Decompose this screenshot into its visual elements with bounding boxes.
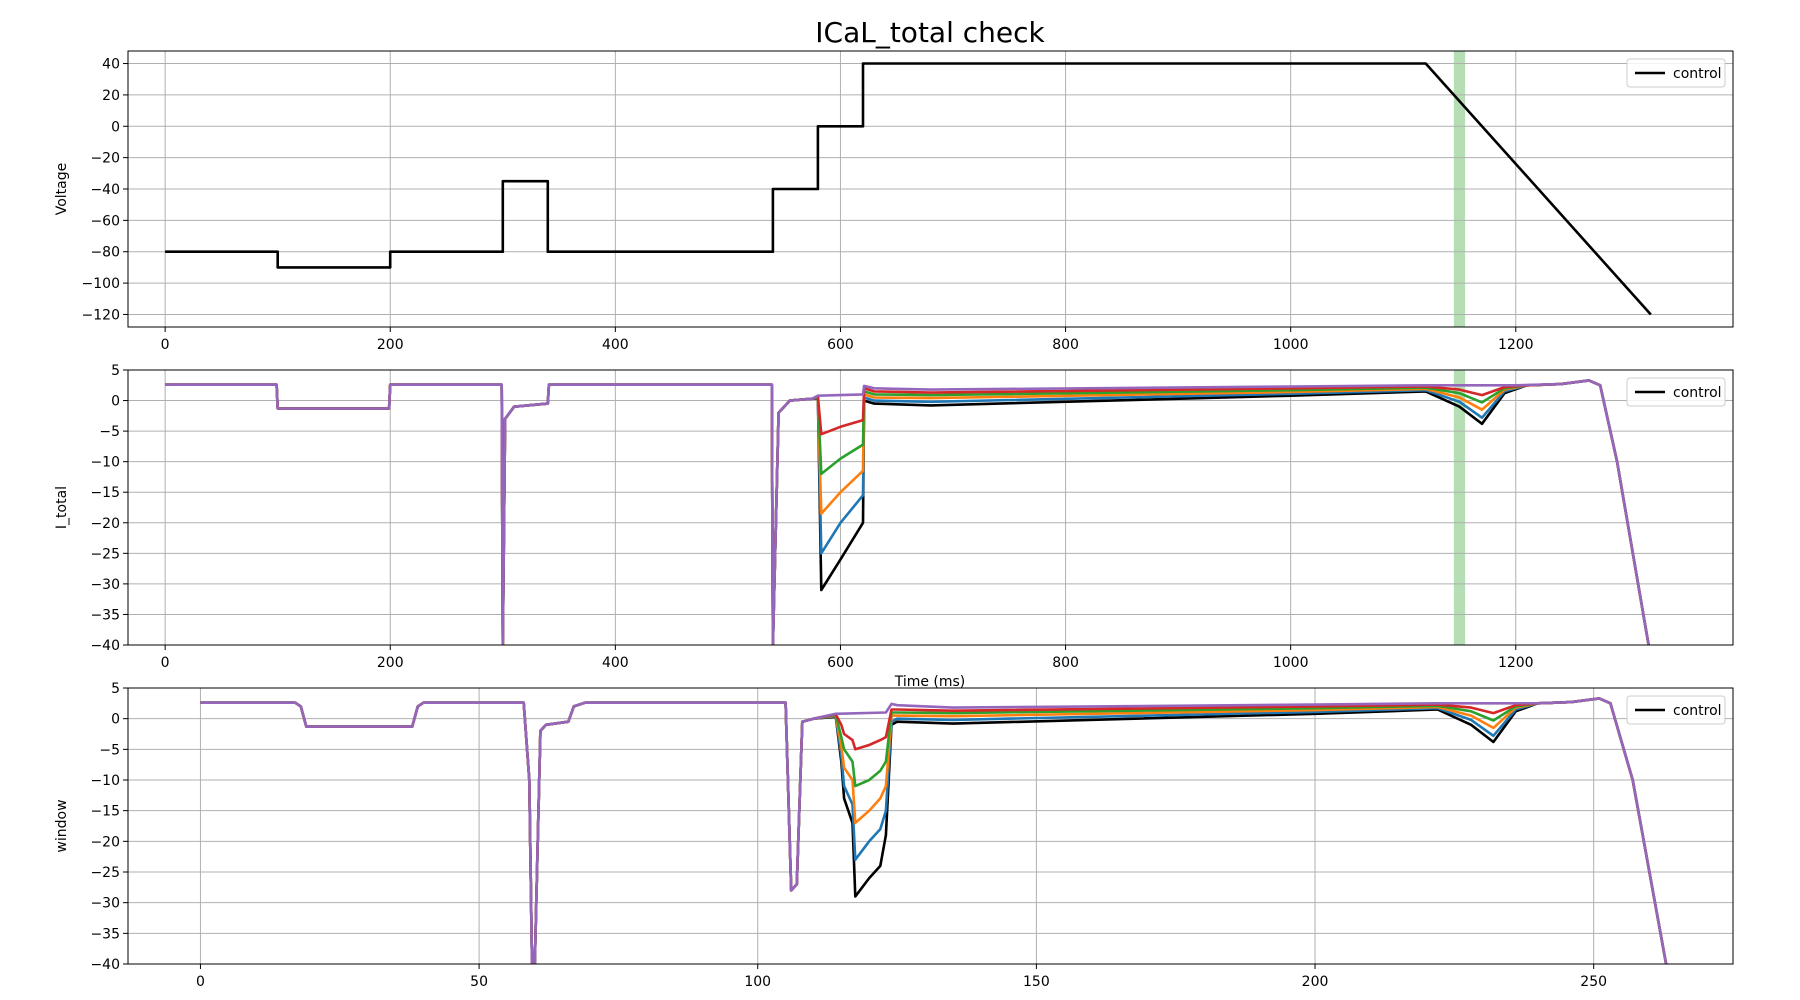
y-tick-label: −5 [99, 742, 120, 758]
x-tick-label: 800 [1052, 337, 1079, 353]
legend-box [1626, 58, 1726, 88]
highlight-span [1453, 370, 1466, 645]
series-line-green [200, 697, 1668, 964]
series-line-purple [165, 379, 1650, 645]
x-tick-label: 800 [1052, 655, 1079, 671]
y-axis-label: Voltage [54, 163, 70, 216]
legend: control [1626, 58, 1726, 88]
x-tick-label: 100 [744, 974, 771, 990]
series-line-black [165, 379, 1650, 645]
figure-title: ICaL_total check [815, 16, 1045, 49]
panel-2: 0 200 400 600 800 1000 1200 5 0 −5 −10 −15 −20 −25 −30… [54, 363, 1734, 671]
y-tick-label: −15 [90, 485, 120, 501]
panel-3: 0 50 100 150 200 25050−5−10−15−20−25−30−35−40… [54, 681, 1734, 990]
x-tick-label: 200 [377, 655, 404, 671]
y-tick-label: 20 [102, 88, 120, 104]
series-line-orange [165, 379, 1650, 645]
legend: control [1626, 695, 1726, 725]
y-tick-label: −60 [90, 213, 120, 229]
plot-frame [127, 50, 1734, 328]
plot-frame [127, 687, 1734, 965]
series-line-blue [200, 697, 1668, 964]
series-line-green [165, 379, 1650, 645]
y-tick-label: 40 [102, 57, 120, 73]
x-tick-label: 400 [602, 337, 629, 353]
y-tick-label: 5 [111, 363, 120, 379]
series-line-black [200, 697, 1668, 964]
y-tick-label: 0 [111, 712, 120, 728]
y-tick-label: −10 [90, 455, 120, 471]
plot-frame [127, 369, 1734, 646]
x-tick-label: 400 [602, 655, 629, 671]
y-tick-label: −20 [90, 151, 120, 167]
series-line-purple [200, 697, 1668, 964]
x-tick-label: 0 [161, 655, 170, 671]
y-tick-label: −25 [90, 865, 120, 881]
legend-label: control [1673, 385, 1722, 401]
series-line-orange [200, 697, 1668, 964]
legend-box [1626, 695, 1726, 725]
y-tick-label: −30 [90, 577, 120, 593]
y-tick-label: −35 [90, 607, 120, 623]
x-tick-label: 150 [1023, 974, 1050, 990]
x-tick-label: 1200 [1498, 655, 1534, 671]
y-tick-label: −20 [90, 516, 120, 532]
x-tick-label: 600 [827, 655, 854, 671]
series-line-red [165, 379, 1650, 645]
y-tick-label: −5 [99, 424, 120, 440]
x-tick-label: 600 [827, 337, 854, 353]
y-tick-label: −100 [82, 276, 120, 292]
series-line-black [165, 62, 1652, 316]
x-tick-label: 0 [196, 974, 205, 990]
y-tick-label: 5 [111, 681, 120, 697]
x-tick-label: 50 [470, 974, 488, 990]
x-tick-label: 1000 [1273, 337, 1309, 353]
x-tick-label: 1000 [1273, 655, 1309, 671]
y-tick-label: 0 [111, 394, 120, 410]
time-axis-label: Time (ms) [894, 674, 966, 690]
y-tick-label: −40 [90, 182, 120, 198]
y-tick-label: −25 [90, 546, 120, 562]
y-axis-label: window [54, 799, 70, 852]
y-tick-label: −80 [90, 245, 120, 261]
y-tick-label: −10 [90, 773, 120, 789]
y-tick-label: −35 [90, 926, 120, 942]
x-tick-label: 200 [1302, 974, 1329, 990]
legend: control [1626, 377, 1726, 407]
y-axis-label: I_total [54, 486, 70, 529]
y-tick-label: −20 [90, 834, 120, 850]
legend-box [1626, 377, 1726, 407]
y-tick-label: −40 [90, 638, 120, 654]
legend-label: control [1673, 66, 1722, 82]
x-tick-label: 1200 [1498, 337, 1534, 353]
y-tick-label: −30 [90, 896, 120, 912]
series-line-blue [165, 379, 1650, 645]
y-tick-label: −40 [90, 957, 120, 973]
panel-1: 0 200 400 600 800 1000 120040200−20−40−60−80−1… [54, 50, 1734, 353]
x-tick-label: 200 [377, 337, 404, 353]
y-tick-label: 0 [111, 119, 120, 135]
y-tick-label: −15 [90, 804, 120, 820]
series-line-red [200, 697, 1668, 964]
x-tick-label: 250 [1580, 974, 1607, 990]
y-tick-label: −120 [82, 307, 120, 323]
x-tick-label: 0 [161, 337, 170, 353]
legend-label: control [1673, 703, 1722, 719]
